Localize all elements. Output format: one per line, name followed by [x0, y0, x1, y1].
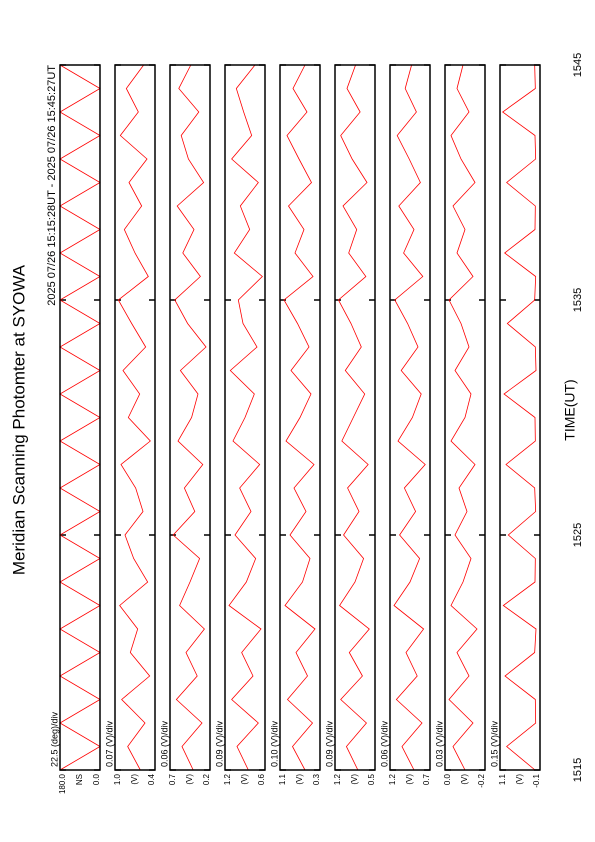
- data-line: [117, 64, 151, 771]
- y-tick-label: 1.2: [223, 773, 232, 785]
- panel-frame: [444, 64, 486, 771]
- data-line: [337, 64, 370, 771]
- y-tick-label: -0.2: [477, 773, 486, 787]
- panel-annotation: 0.10 (V)/div: [269, 720, 279, 767]
- y-axis-label: (V): [405, 774, 414, 785]
- panel-annotation: 0.09 (V)/div: [324, 720, 334, 767]
- y-tick-label: 0.4: [147, 773, 156, 785]
- panel-frame: [279, 64, 321, 771]
- chart-title: Meridian Scanning Photomter at SYOWA: [9, 264, 28, 575]
- data-line: [283, 64, 316, 771]
- y-tick-label: -0.1: [532, 773, 541, 787]
- panel-annotation: 22.5 (deg)/div: [49, 711, 59, 767]
- panel-annotation: 0.03 (V)/div: [434, 720, 444, 767]
- y-tick-label: 1.1: [278, 773, 287, 785]
- panel-annotation: 0.15 (V)/div: [489, 720, 499, 767]
- panel-annotation: 0.07 (V)/div: [104, 720, 114, 767]
- y-axis-label: (V): [295, 774, 304, 785]
- data-line: [501, 64, 537, 771]
- panel-frame: [499, 64, 541, 771]
- data-line: [228, 64, 263, 771]
- plot-area: Meridian Scanning Photomter at SYOWA 202…: [9, 53, 583, 794]
- panel-frame: [59, 64, 101, 771]
- y-tick-label: 0.0: [92, 773, 101, 785]
- panel-annotation: 0.06 (V)/div: [379, 720, 389, 767]
- x-tick-label: 1525: [572, 523, 584, 547]
- y-tick-label: 0.7: [422, 773, 431, 785]
- subtitle: 2025 07/26 15:15:28UT - 2025 07/26 15:45…: [46, 65, 58, 306]
- y-axis-label: (V): [185, 774, 194, 785]
- y-tick-label: 0.0: [443, 773, 452, 785]
- x-tick-label: 1535: [572, 288, 584, 312]
- panel-frame: [114, 64, 156, 771]
- y-axis-label: (V): [130, 774, 139, 785]
- panel-annotation: 0.06 (V)/div: [159, 720, 169, 767]
- y-tick-label: 1.1: [498, 773, 507, 785]
- panel-frame: [334, 64, 376, 771]
- data-line: [172, 64, 207, 771]
- panel-annotation: 0.09 (V)/div: [214, 720, 224, 767]
- x-tick-label: 1545: [572, 53, 584, 77]
- y-tick-label: 1.2: [333, 773, 342, 785]
- y-tick-label: 0.3: [312, 773, 321, 785]
- y-tick-label: 0.5: [367, 773, 376, 785]
- y-axis-label: (V): [240, 774, 249, 785]
- y-axis-label: NS: [75, 774, 84, 785]
- panel-frame: [224, 64, 266, 771]
- y-tick-label: 0.7: [168, 773, 177, 785]
- x-tick-label: 1515: [572, 758, 584, 782]
- panel-frame: [389, 64, 431, 771]
- data-line: [393, 64, 426, 771]
- y-tick-label: 0.2: [202, 773, 211, 785]
- x-axis-label: TIME(UT): [562, 379, 578, 440]
- y-tick-label: 1.2: [388, 773, 397, 785]
- y-tick-label: 180.0: [58, 773, 67, 794]
- y-tick-label: 0.6: [257, 773, 266, 785]
- y-tick-label: 1.0: [113, 773, 122, 785]
- y-axis-label: (V): [460, 774, 469, 785]
- y-axis-label: (V): [515, 774, 524, 785]
- data-line: [448, 64, 478, 771]
- y-axis-label: (V): [350, 774, 359, 785]
- panel-frame: [169, 64, 211, 771]
